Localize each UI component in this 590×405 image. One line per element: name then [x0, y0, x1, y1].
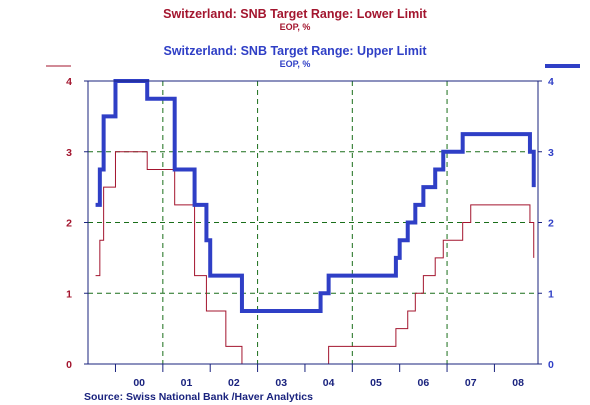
y-tick-label-right: 3 — [548, 147, 554, 159]
x-tick-label: 04 — [323, 377, 335, 389]
chart-subtitle-upper: EOP, % — [280, 59, 311, 69]
chart-title-lower: Switzerland: SNB Target Range: Lower Lim… — [163, 7, 428, 21]
y-tick-label-right: 4 — [548, 76, 554, 88]
y-tick-label-left: 0 — [66, 359, 72, 371]
source-note: Source: Swiss National Bank /Haver Analy… — [84, 391, 313, 403]
y-tick-label-left: 1 — [66, 288, 72, 300]
x-tick-label: 00 — [133, 377, 145, 389]
axes: 0 01 12 23 34 400 01 02 03 04 05 06 07 08 — [66, 76, 554, 389]
chart-title-upper: Switzerland: SNB Target Range: Upper Lim… — [164, 44, 428, 58]
series-upper-limit-line — [95, 79, 536, 313]
x-tick-label: 01 — [181, 377, 193, 389]
y-tick-label-left: 2 — [66, 218, 72, 230]
y-tick-label-left: 3 — [66, 147, 72, 159]
x-tick-label: 03 — [275, 377, 287, 389]
x-tick-label: 07 — [465, 377, 477, 389]
y-tick-label-right: 2 — [548, 218, 554, 230]
x-tick-label: 02 — [228, 377, 240, 389]
x-tick-label: 08 — [512, 377, 524, 389]
grid — [88, 81, 538, 364]
y-tick-label-left: 4 — [66, 76, 72, 88]
series-layer — [95, 79, 536, 365]
y-tick-label-right: 0 — [548, 359, 554, 371]
chart-subtitle-lower: EOP, % — [280, 22, 311, 32]
x-tick-label: 05 — [370, 377, 382, 389]
y-tick-label-right: 1 — [548, 288, 554, 300]
series-lower-limit-line — [95, 151, 535, 365]
x-tick-label: 06 — [418, 377, 430, 389]
